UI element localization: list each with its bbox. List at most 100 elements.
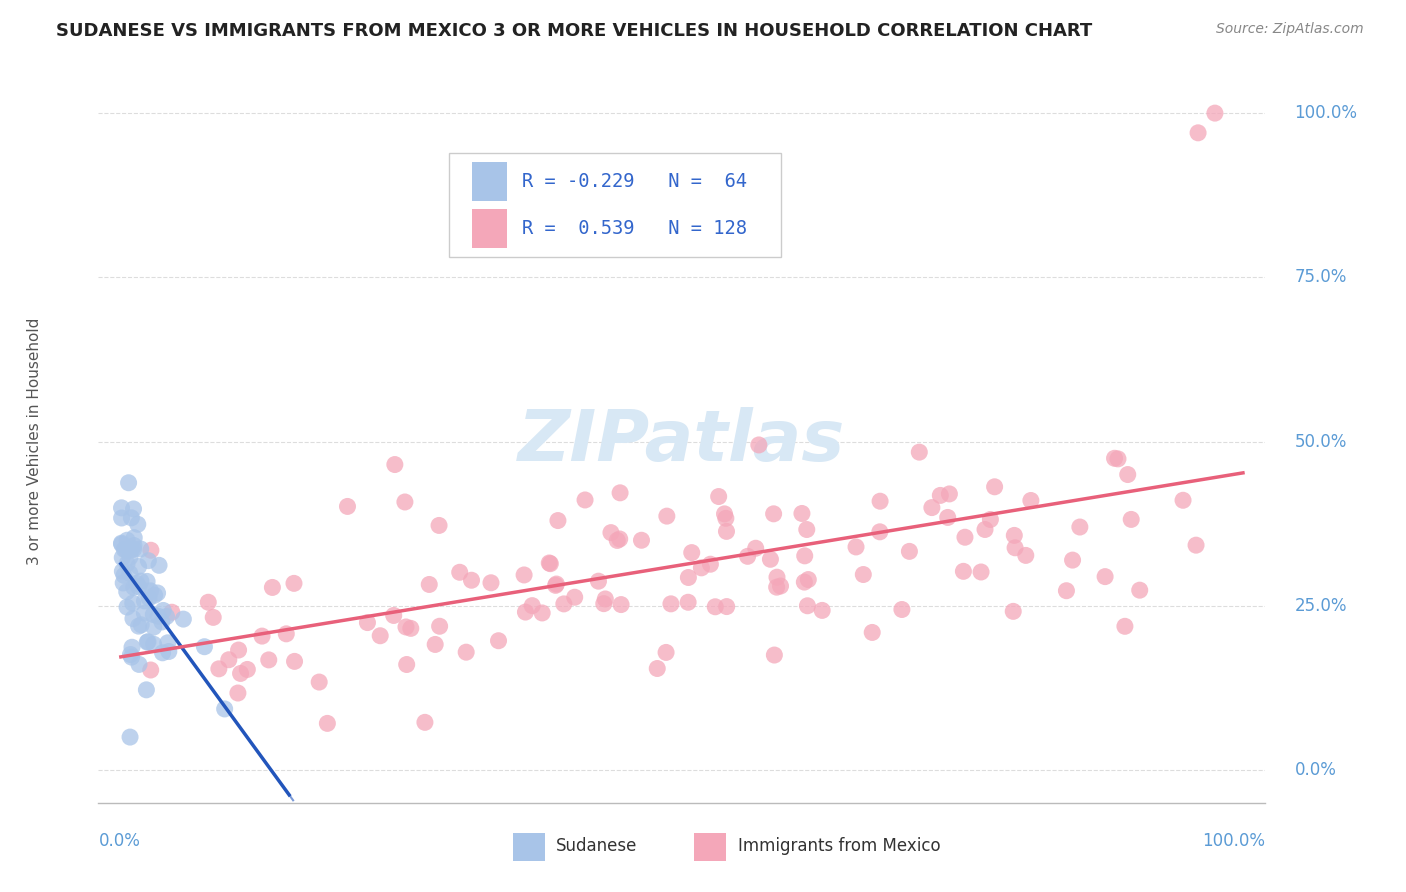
Point [908, 445, 931, 459]
Point [112, 542, 135, 557]
Point [118, 566, 141, 581]
Point [811, 603, 834, 617]
Point [522, 599, 544, 613]
Point [645, 661, 668, 675]
Point [214, 702, 236, 716]
Text: Sudanese: Sudanese [555, 838, 637, 855]
Point [538, 557, 561, 571]
Point [1004, 541, 1026, 555]
Point [1019, 493, 1042, 508]
Point [609, 485, 631, 500]
Point [155, 609, 177, 624]
Point [1171, 493, 1194, 508]
Point [395, 657, 418, 672]
Point [136, 574, 159, 589]
Point [852, 567, 875, 582]
Point [938, 487, 960, 501]
Point [678, 570, 700, 584]
Point [456, 645, 478, 659]
Point [609, 532, 631, 546]
Point [142, 637, 165, 651]
Point [727, 224, 749, 238]
Point [796, 599, 818, 613]
Point [128, 657, 150, 672]
Point [356, 615, 378, 630]
Point [121, 596, 143, 610]
Point [111, 537, 134, 551]
Point [111, 550, 134, 565]
Point [610, 598, 633, 612]
Point [488, 633, 510, 648]
Text: 50.0%: 50.0% [1295, 433, 1347, 450]
Point [283, 654, 305, 668]
Point [592, 597, 614, 611]
Point [110, 500, 132, 515]
Point [515, 605, 537, 619]
Point [122, 539, 145, 553]
Point [136, 634, 159, 648]
Point [157, 644, 180, 658]
Point [574, 493, 596, 508]
Point [793, 549, 815, 563]
Text: SUDANESE VS IMMIGRANTS FROM MEXICO 3 OR MORE VEHICLES IN HOUSEHOLD CORRELATION C: SUDANESE VS IMMIGRANTS FROM MEXICO 3 OR … [56, 22, 1092, 40]
Point [716, 599, 738, 614]
Point [127, 517, 149, 532]
Point [1062, 553, 1084, 567]
Text: Source: ZipAtlas.com: Source: ZipAtlas.com [1216, 22, 1364, 37]
FancyBboxPatch shape [693, 833, 727, 861]
Point [713, 507, 735, 521]
Point [898, 544, 921, 558]
Point [139, 663, 162, 677]
Point [707, 490, 730, 504]
Text: 0.0%: 0.0% [1295, 761, 1337, 779]
Point [869, 524, 891, 539]
Point [262, 581, 284, 595]
Point [120, 542, 142, 557]
Point [122, 531, 145, 545]
Point [762, 507, 785, 521]
Point [606, 533, 628, 548]
Point [142, 620, 165, 634]
Point [122, 502, 145, 516]
Point [276, 627, 298, 641]
Point [122, 542, 145, 557]
Point [714, 511, 737, 525]
Point [128, 580, 150, 594]
Point [122, 580, 145, 594]
Point [766, 570, 789, 584]
Point [316, 716, 339, 731]
Point [117, 475, 139, 490]
Point [128, 559, 150, 574]
Point [202, 610, 225, 624]
Point [138, 554, 160, 568]
Point [115, 542, 138, 557]
Point [1002, 604, 1025, 618]
Point [208, 662, 231, 676]
Point [704, 599, 727, 614]
Point [250, 629, 273, 643]
Point [236, 662, 259, 676]
Point [952, 565, 974, 579]
Point [134, 606, 156, 620]
Point [564, 591, 586, 605]
Point [1002, 528, 1025, 542]
Point [139, 543, 162, 558]
Text: 25.0%: 25.0% [1295, 597, 1347, 615]
Point [118, 730, 141, 744]
Point [921, 500, 943, 515]
Point [160, 605, 183, 619]
Point [546, 577, 568, 591]
Point [382, 608, 405, 623]
Point [659, 597, 682, 611]
Point [228, 643, 250, 657]
Point [716, 524, 738, 539]
Point [283, 576, 305, 591]
Point [143, 588, 166, 602]
Point [595, 591, 617, 606]
Point [112, 568, 135, 582]
Point [553, 597, 575, 611]
Point [793, 575, 815, 590]
Point [538, 556, 561, 570]
Point [148, 558, 170, 573]
Text: Immigrants from Mexico: Immigrants from Mexico [738, 838, 941, 855]
